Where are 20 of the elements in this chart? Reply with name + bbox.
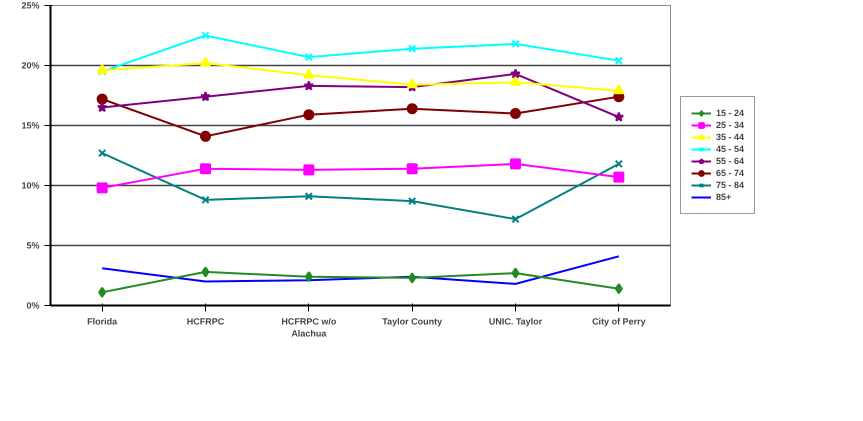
- y-tick-label: 0%: [26, 300, 40, 310]
- x-tick-label: Taylor County: [382, 316, 442, 326]
- legend-label: 45 - 54: [716, 143, 744, 155]
- x-tick-label: UNIC. Taylor: [488, 316, 543, 326]
- y-tick-label: 20%: [21, 60, 40, 70]
- legend-label: 55 - 64: [716, 155, 744, 167]
- legend-label: 15 - 24: [716, 107, 744, 119]
- legend-label: 75 - 84: [716, 179, 744, 191]
- x-tick-label: Florida: [87, 316, 118, 326]
- legend-label: 35 - 44: [716, 131, 744, 143]
- y-tick-label: 10%: [21, 180, 40, 190]
- y-tick-label: 5%: [26, 240, 40, 250]
- legend-label: 85+: [716, 191, 732, 203]
- legend-label: 25 - 34: [716, 119, 744, 131]
- x-tick-label: City of Perry: [592, 316, 646, 326]
- x-tick-label: HCFRPC w/o Alachua: [281, 316, 337, 338]
- legend-label: 65 - 74: [716, 167, 744, 179]
- x-tick-label: HCFRPC: [186, 316, 225, 326]
- y-tick-label: 15%: [21, 120, 40, 130]
- y-tick-label: 25%: [21, 0, 40, 10]
